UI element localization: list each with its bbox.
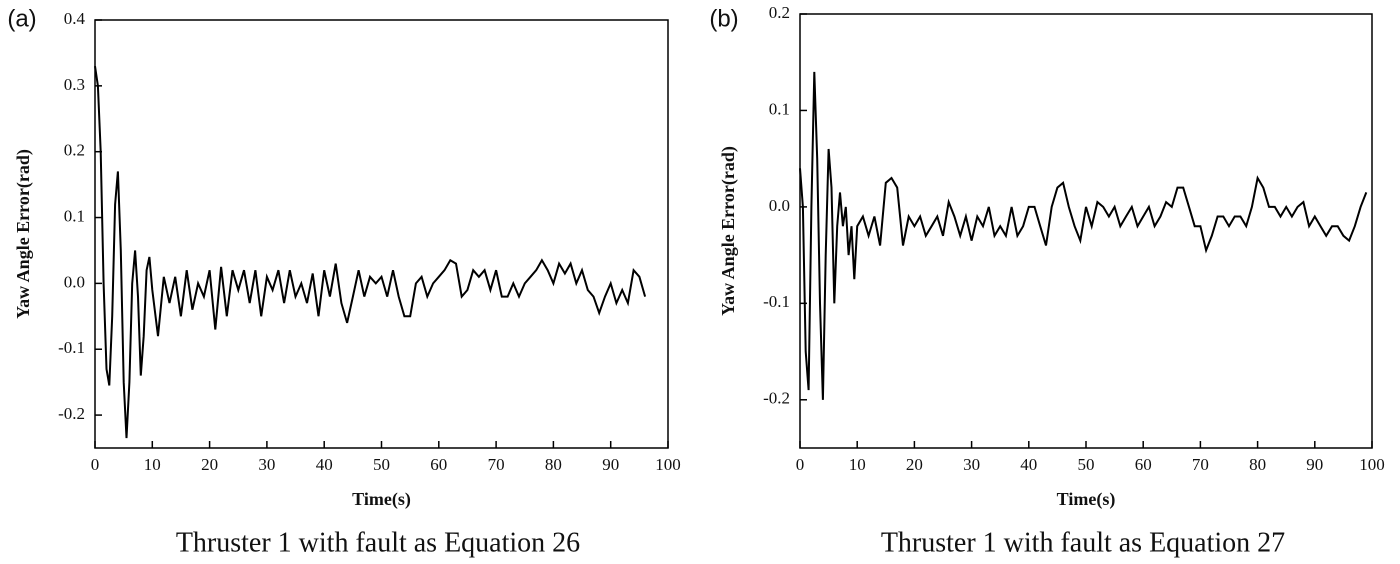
plot-frame [799, 13, 1373, 449]
x-tick-label: 70 [1192, 455, 1209, 474]
x-tick-label: 80 [545, 455, 562, 474]
y-tick-label: -0.1 [763, 292, 790, 311]
x-tick-label: 90 [602, 455, 619, 474]
x-tick-label: 100 [655, 455, 681, 474]
x-tick-label: 20 [906, 455, 923, 474]
x-tick-label: 50 [373, 455, 390, 474]
x-tick-label: 60 [430, 455, 447, 474]
x-tick-label: 0 [91, 455, 100, 474]
x-tick-label: 40 [1020, 455, 1037, 474]
x-tick-label: 30 [963, 455, 980, 474]
x-tick-label: 10 [144, 455, 161, 474]
x-tick-label: 20 [201, 455, 218, 474]
x-tick-label: 30 [258, 455, 275, 474]
x-tick-label: 50 [1078, 455, 1095, 474]
y-axis-label: Yaw Angle Error(rad) [13, 149, 34, 319]
caption: Thruster 1 with fault as Equation 26 [176, 527, 580, 558]
y-tick-label: 0.4 [64, 9, 86, 28]
x-tick-label: 80 [1249, 455, 1266, 474]
y-tick-label: 0.0 [769, 196, 790, 215]
y-tick-label: -0.1 [58, 338, 85, 357]
caption: Thruster 1 with fault as Equation 27 [881, 527, 1285, 558]
y-tick-label: 0.3 [64, 75, 85, 94]
x-axis-label: Time(s) [1057, 489, 1116, 510]
panel-label: (b) [709, 5, 738, 32]
x-tick-label: 10 [849, 455, 866, 474]
x-tick-label: 40 [316, 455, 333, 474]
panel-label: (a) [7, 5, 36, 32]
x-tick-label: 100 [1359, 455, 1385, 474]
x-tick-label: 70 [488, 455, 505, 474]
y-tick-label: -0.2 [763, 389, 790, 408]
x-tick-label: 90 [1306, 455, 1323, 474]
data-line [799, 71, 1368, 400]
y-tick-label: 0.2 [64, 141, 85, 160]
x-tick-label: 0 [796, 455, 805, 474]
plot-frame [94, 19, 669, 449]
y-tick-label: 0.1 [769, 99, 790, 118]
y-tick-label: 0.0 [64, 272, 85, 291]
data-line [94, 65, 647, 439]
y-tick-label: 0.2 [769, 3, 790, 22]
y-tick-label: -0.2 [58, 404, 85, 423]
x-axis-label: Time(s) [352, 489, 411, 510]
y-axis-label: Yaw Angle Error(rad) [718, 146, 739, 316]
x-tick-label: 60 [1135, 455, 1152, 474]
y-tick-label: 0.1 [64, 206, 85, 225]
